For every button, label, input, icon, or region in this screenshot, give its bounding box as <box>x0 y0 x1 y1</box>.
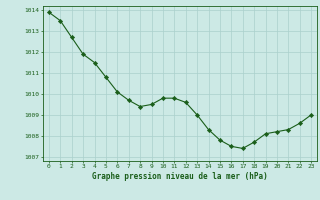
X-axis label: Graphe pression niveau de la mer (hPa): Graphe pression niveau de la mer (hPa) <box>92 172 268 181</box>
